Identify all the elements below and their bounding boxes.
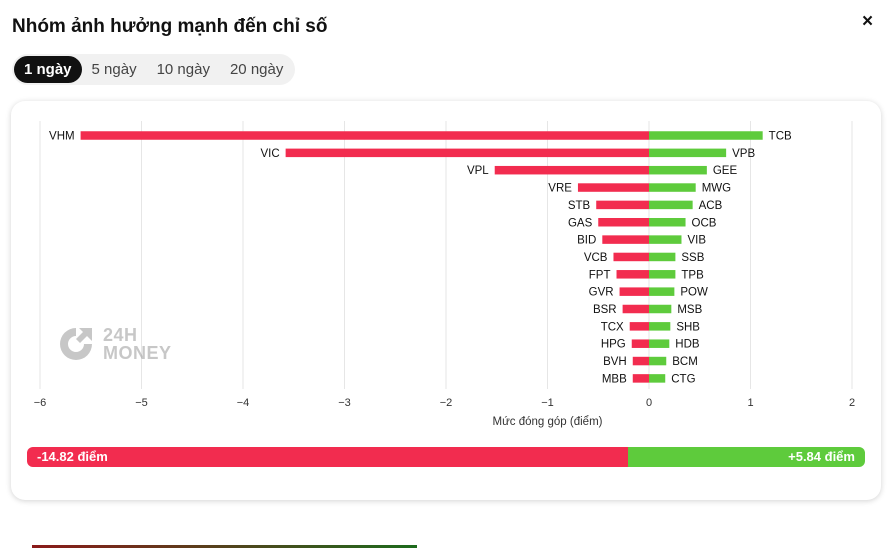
bar-label-negative: VPL	[467, 165, 489, 177]
x-tick-label: −2	[440, 397, 453, 409]
bar-negative[interactable]	[596, 200, 649, 210]
bar-label-negative: BID	[577, 235, 596, 247]
bar-label-negative: FPT	[589, 269, 611, 281]
bar-label-negative: VCB	[584, 252, 608, 264]
bar-positive[interactable]	[649, 131, 763, 140]
bar-label-negative: GVR	[589, 287, 614, 299]
bar-positive[interactable]	[649, 148, 727, 158]
bar-negative[interactable]	[622, 304, 649, 314]
logo-icon	[60, 328, 92, 360]
bar-positive[interactable]	[649, 339, 670, 348]
bar-label-positive: MSB	[677, 304, 702, 316]
chart-card: −6 −5 −4 −3 −2 −1 0 1 2 Mức đóng góp (điểm) VHM VIC…	[11, 101, 881, 500]
bar-label-positive: POW	[680, 287, 708, 299]
tab-10-days[interactable]: 10 ngày	[156, 61, 210, 78]
bar-negative[interactable]	[613, 252, 649, 262]
bar-positive[interactable]	[649, 252, 676, 262]
x-tick-label: 0	[646, 397, 652, 409]
bar-label-positive: ACB	[699, 200, 723, 212]
x-tick-label: −1	[541, 397, 554, 409]
bar-positive[interactable]	[649, 200, 693, 210]
bar-label-negative: GAS	[568, 217, 593, 229]
bar-label-negative: TCX	[601, 321, 624, 333]
bar-label-negative: BSR	[593, 304, 617, 316]
x-tick-label: −5	[135, 397, 148, 409]
bar-label-positive: GEE	[713, 165, 738, 177]
bar-label-positive: OCB	[692, 217, 717, 229]
bar-label-positive: BCM	[672, 356, 698, 368]
bar-label-positive: TPB	[681, 269, 704, 281]
bar-negative[interactable]	[598, 218, 649, 227]
watermark-text: 24H MONEY	[103, 326, 172, 362]
bar-label-positive: VPB	[732, 148, 755, 160]
bar-positive[interactable]	[649, 183, 696, 192]
bar-label-negative: VIC	[260, 148, 279, 160]
bar-label-positive: SHB	[676, 321, 700, 333]
summary-bar: -14.82 điểm +5.84 điểm	[27, 447, 865, 467]
bar-negative[interactable]	[619, 287, 649, 296]
bar-label-positive: SSB	[681, 252, 704, 264]
bar-negative[interactable]	[631, 339, 649, 348]
bar-negative[interactable]	[80, 131, 650, 140]
bar-negative[interactable]	[285, 148, 649, 158]
page-title: Nhóm ảnh hưởng mạnh đến chỉ số	[12, 16, 328, 37]
bar-label-negative: VRE	[548, 183, 572, 195]
bar-positive[interactable]	[649, 270, 676, 279]
bar-label-negative: MBB	[602, 373, 627, 385]
bar-label-positive: MWG	[702, 183, 731, 195]
bar-positive[interactable]	[649, 235, 682, 244]
bar-negative[interactable]	[632, 374, 649, 383]
bar-label-positive: VIB	[687, 235, 706, 247]
bar-negative[interactable]	[602, 235, 649, 244]
bar-positive[interactable]	[649, 304, 672, 314]
watermark: 24H MONEY	[57, 325, 172, 363]
bar-negative[interactable]	[629, 322, 649, 331]
bar-positive[interactable]	[649, 356, 667, 366]
x-tick-label: 2	[849, 397, 855, 409]
bar-negative[interactable]	[494, 165, 649, 175]
bar-positive[interactable]	[649, 322, 671, 331]
bottom-strip	[32, 545, 417, 548]
tab-1-day[interactable]: 1 ngày	[14, 56, 82, 83]
watermark-line-1: 24H	[103, 325, 138, 345]
period-tabs: 1 ngày 5 ngày 10 ngày 20 ngày	[12, 54, 296, 85]
bar-label-negative: BVH	[603, 356, 627, 368]
close-icon[interactable]: ×	[862, 11, 874, 32]
positive-total: +5.84 điểm	[628, 447, 865, 467]
watermark-line-2: MONEY	[103, 343, 172, 363]
x-tick-label: −6	[34, 397, 47, 409]
bar-positive[interactable]	[649, 218, 686, 227]
x-tick-label: 1	[747, 397, 753, 409]
bar-negative[interactable]	[616, 270, 649, 279]
bar-label-negative: HPG	[601, 339, 626, 351]
bar-label-negative: STB	[568, 200, 591, 212]
bar-label-positive: HDB	[675, 339, 700, 351]
bar-negative[interactable]	[577, 183, 649, 192]
tab-5-days[interactable]: 5 ngày	[91, 61, 137, 78]
bar-label-positive: CTG	[671, 373, 695, 385]
x-tick-label: −3	[338, 397, 351, 409]
tab-20-days[interactable]: 20 ngày	[229, 61, 284, 78]
negative-total: -14.82 điểm	[27, 447, 629, 467]
x-tick-label: −4	[237, 397, 250, 409]
bar-label-positive: TCB	[769, 131, 792, 143]
x-axis-title: Mức đóng góp (điểm)	[493, 416, 603, 428]
bar-positive[interactable]	[649, 287, 675, 296]
bar-positive[interactable]	[649, 374, 666, 383]
bar-negative[interactable]	[632, 356, 649, 366]
bar-label-negative: VHM	[49, 131, 75, 143]
contribution-chart: −6 −5 −4 −3 −2 −1 0 1 2 Mức đóng góp (điểm) VHM VIC…	[34, 121, 855, 428]
bar-positive[interactable]	[649, 165, 707, 175]
